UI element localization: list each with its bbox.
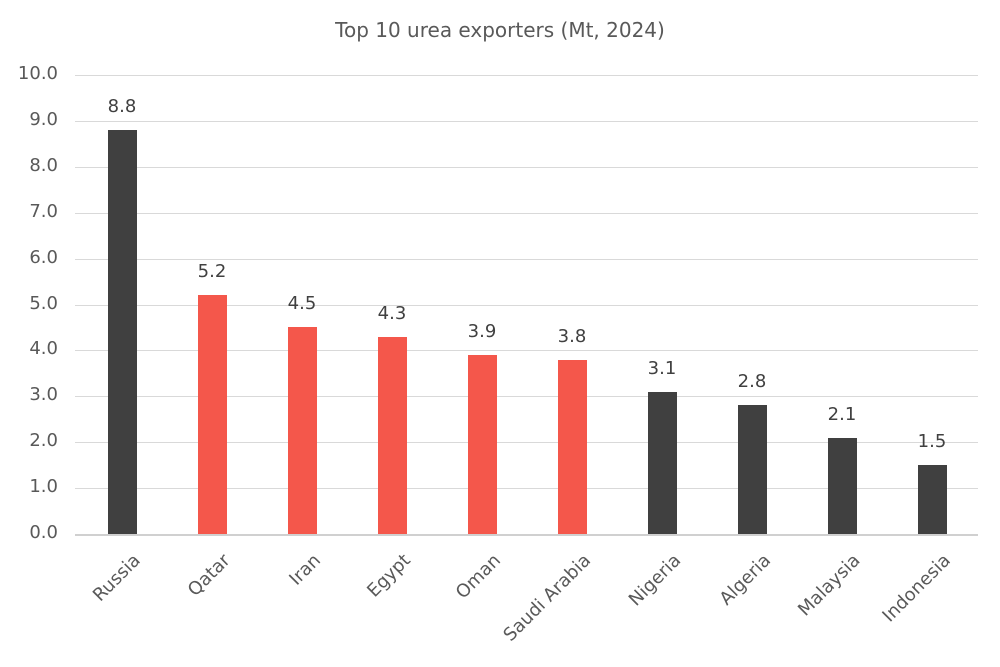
gridline: [75, 488, 978, 489]
bar-egypt: [378, 337, 407, 534]
y-tick-label: 8.0: [29, 155, 58, 176]
gridline: [75, 75, 978, 76]
y-tick-label: 3.0: [29, 384, 58, 405]
bar-iran: [288, 327, 317, 534]
gridline: [75, 305, 978, 306]
y-tick-label: 10.0: [17, 63, 58, 84]
bar-saudi-arabia: [558, 360, 587, 534]
x-tick-label: Egypt: [363, 550, 415, 602]
x-tick-label: Saudi Arabia: [499, 550, 596, 646]
y-tick-label: 5.0: [29, 293, 58, 314]
x-axis-line: [75, 534, 978, 536]
data-label: 3.1: [647, 358, 677, 379]
data-label: 2.8: [737, 371, 767, 392]
data-label: 2.1: [827, 404, 857, 425]
gridline: [75, 121, 978, 122]
x-tick-label: Russia: [88, 550, 145, 606]
y-tick-label: 9.0: [29, 109, 58, 130]
x-tick-label: Malaysia: [794, 550, 865, 621]
x-tick-label: Qatar: [183, 550, 235, 601]
y-tick-label: 0.0: [29, 522, 58, 543]
y-tick-label: 2.0: [29, 430, 58, 451]
chart-title: Top 10 urea exporters (Mt, 2024): [335, 18, 665, 42]
gridline: [75, 213, 978, 214]
data-label: 8.8: [107, 96, 137, 117]
x-tick-label: Oman: [451, 550, 505, 604]
bar-malaysia: [828, 438, 857, 534]
x-tick-label: Algeria: [715, 550, 776, 610]
bar-nigeria: [648, 392, 677, 534]
gridline: [75, 442, 978, 443]
y-tick-label: 7.0: [29, 201, 58, 222]
data-label: 4.3: [377, 303, 407, 324]
gridline: [75, 167, 978, 168]
y-tick-label: 6.0: [29, 247, 58, 268]
data-label: 3.9: [467, 321, 497, 342]
x-tick-label: Iran: [285, 550, 326, 590]
data-label: 4.5: [287, 293, 317, 314]
gridline: [75, 396, 978, 397]
y-tick-label: 4.0: [29, 338, 58, 359]
gridline: [75, 259, 978, 260]
bar-qatar: [198, 295, 227, 534]
data-label: 5.2: [197, 261, 227, 282]
bar-indonesia: [918, 465, 947, 534]
gridline: [75, 350, 978, 351]
x-tick-label: Nigeria: [624, 550, 686, 611]
bar-algeria: [738, 405, 767, 534]
bar-russia: [108, 130, 137, 534]
y-tick-label: 1.0: [29, 476, 58, 497]
data-label: 3.8: [557, 326, 587, 347]
data-label: 1.5: [917, 431, 947, 452]
bar-oman: [468, 355, 497, 534]
x-tick-label: Indonesia: [878, 550, 955, 627]
